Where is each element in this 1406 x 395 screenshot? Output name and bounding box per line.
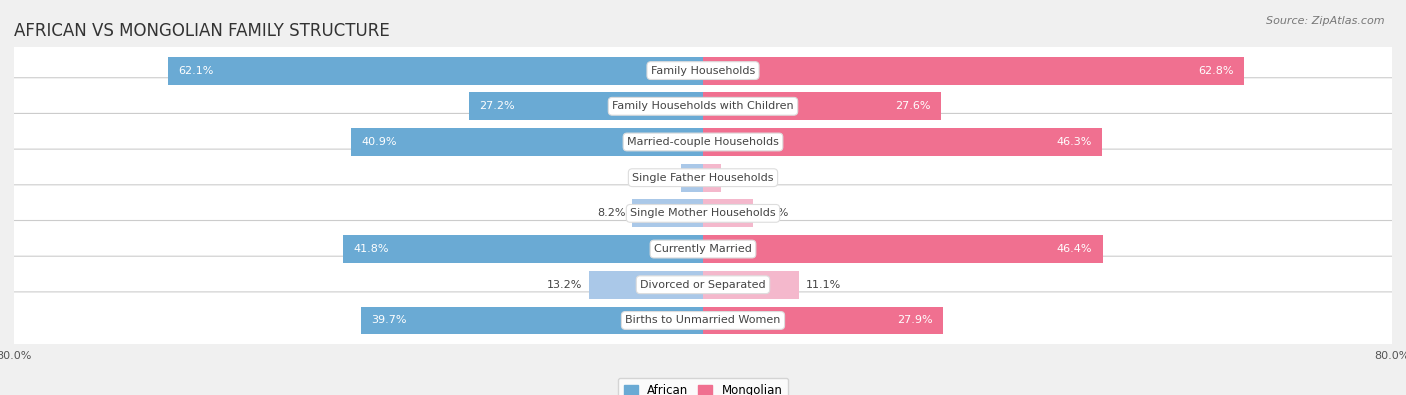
Bar: [468, 92, 703, 120]
Bar: [169, 56, 703, 85]
Bar: [703, 271, 799, 299]
Bar: [703, 199, 754, 227]
Text: Family Households: Family Households: [651, 66, 755, 75]
Bar: [682, 164, 703, 192]
Text: Source: ZipAtlas.com: Source: ZipAtlas.com: [1267, 16, 1385, 26]
FancyBboxPatch shape: [7, 149, 1399, 206]
Bar: [703, 92, 941, 120]
Bar: [343, 235, 703, 263]
Text: AFRICAN VS MONGOLIAN FAMILY STRUCTURE: AFRICAN VS MONGOLIAN FAMILY STRUCTURE: [14, 22, 389, 40]
Text: 41.8%: 41.8%: [353, 244, 389, 254]
FancyBboxPatch shape: [7, 113, 1399, 171]
Bar: [703, 56, 1244, 85]
FancyBboxPatch shape: [7, 220, 1399, 278]
Text: 40.9%: 40.9%: [361, 137, 396, 147]
Bar: [703, 128, 1102, 156]
Text: 39.7%: 39.7%: [371, 316, 406, 325]
Text: 5.8%: 5.8%: [759, 209, 789, 218]
Text: 62.8%: 62.8%: [1198, 66, 1233, 75]
FancyBboxPatch shape: [7, 292, 1399, 349]
Text: Single Mother Households: Single Mother Households: [630, 209, 776, 218]
Bar: [589, 271, 703, 299]
Bar: [350, 128, 703, 156]
Bar: [703, 164, 721, 192]
Text: 2.5%: 2.5%: [647, 173, 675, 182]
Text: 2.1%: 2.1%: [728, 173, 756, 182]
Text: 27.6%: 27.6%: [894, 101, 931, 111]
Bar: [703, 235, 1102, 263]
Bar: [633, 199, 703, 227]
Legend: African, Mongolian: African, Mongolian: [617, 378, 789, 395]
FancyBboxPatch shape: [7, 42, 1399, 99]
FancyBboxPatch shape: [7, 185, 1399, 242]
FancyBboxPatch shape: [7, 78, 1399, 135]
Text: 8.2%: 8.2%: [598, 209, 626, 218]
Text: 27.9%: 27.9%: [897, 316, 934, 325]
Text: 11.1%: 11.1%: [806, 280, 841, 290]
FancyBboxPatch shape: [7, 256, 1399, 313]
Bar: [703, 307, 943, 335]
Text: 46.3%: 46.3%: [1056, 137, 1091, 147]
Text: 46.4%: 46.4%: [1057, 244, 1092, 254]
Text: 27.2%: 27.2%: [479, 101, 515, 111]
Text: Births to Unmarried Women: Births to Unmarried Women: [626, 316, 780, 325]
Text: Married-couple Households: Married-couple Households: [627, 137, 779, 147]
Bar: [361, 307, 703, 335]
Text: Currently Married: Currently Married: [654, 244, 752, 254]
Text: 62.1%: 62.1%: [179, 66, 214, 75]
Text: Divorced or Separated: Divorced or Separated: [640, 280, 766, 290]
Text: Family Households with Children: Family Households with Children: [612, 101, 794, 111]
Text: 13.2%: 13.2%: [547, 280, 582, 290]
Text: Single Father Households: Single Father Households: [633, 173, 773, 182]
